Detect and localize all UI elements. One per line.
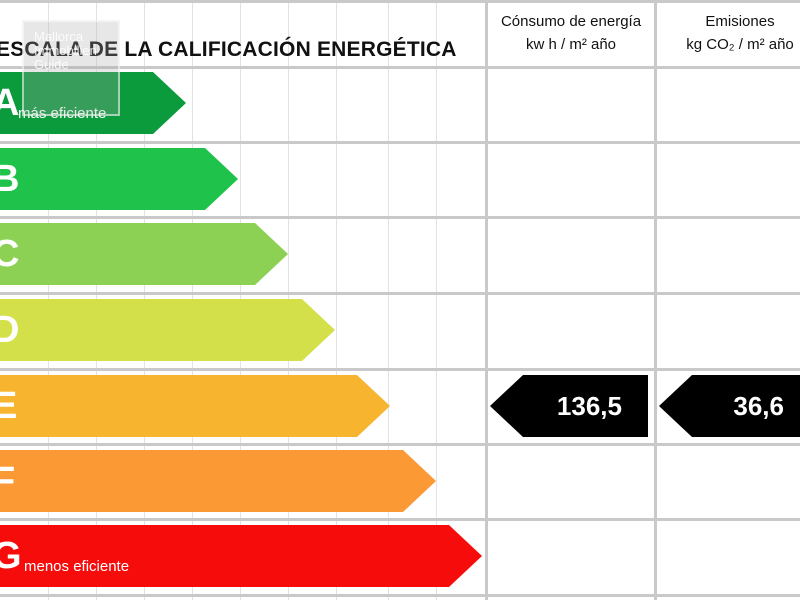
rating-arrow-d: D — [0, 299, 335, 361]
rating-letter: D — [0, 309, 20, 351]
grid-line — [654, 0, 657, 600]
grid-line — [0, 518, 800, 521]
grid-line — [0, 216, 800, 219]
rating-arrow-f: F — [0, 450, 436, 512]
emissions-column-header: Emisiones kg CO₂ / m² año — [657, 10, 800, 56]
rating-arrow-b: B — [0, 148, 238, 210]
rating-label-least-efficient: menos eficiente — [24, 558, 130, 575]
page-title: ESCALA DE LA CALIFICACIÓN ENERGÉTICA — [0, 38, 457, 61]
emissions-value: 36,6 — [733, 391, 784, 421]
energy-value: 136,5 — [556, 391, 622, 421]
rating-label-most-efficient: más eficiente — [18, 105, 107, 122]
watermark-text: Guide — [34, 57, 69, 72]
grid-line — [0, 443, 800, 446]
watermark-text: Mallorca — [34, 29, 84, 44]
grid-line — [0, 141, 800, 144]
grid-line — [0, 292, 800, 295]
energy-column-header: Cónsumo de energía kw h / m² año — [488, 10, 654, 56]
energy-header-unit: kw h / m² año — [525, 36, 617, 53]
energy-header-label: Cónsumo de energía — [500, 13, 642, 30]
rating-arrow-a: A más eficiente — [0, 72, 186, 134]
watermark-logo: Mallorca Immobilien Guide — [22, 20, 120, 116]
rating-letter: C — [0, 233, 20, 275]
grid-line — [436, 0, 437, 600]
emissions-header-label: Emisiones — [705, 13, 775, 30]
rating-arrow-e: E — [0, 375, 390, 437]
rating-letter: A — [0, 82, 20, 124]
emissions-value-marker: 36,6 — [659, 375, 800, 437]
rating-letter: F — [0, 460, 16, 502]
grid-line — [388, 0, 389, 600]
grid-line — [0, 368, 800, 371]
rating-letter: B — [0, 158, 20, 200]
rating-letter: E — [0, 385, 18, 427]
rating-letter: G — [0, 535, 22, 577]
grid-line — [485, 0, 488, 600]
grid-line — [0, 594, 800, 597]
rating-arrow-g: G menos eficiente — [0, 525, 482, 587]
grid-line — [336, 0, 337, 600]
grid-line — [0, 66, 800, 69]
grid-line — [0, 0, 800, 3]
rating-arrow-c: C — [0, 223, 288, 285]
energy-value-marker: 136,5 — [490, 375, 648, 437]
emissions-header-unit: kg CO₂ / m² año — [686, 36, 794, 53]
watermark-text: Immobilien — [34, 43, 97, 58]
